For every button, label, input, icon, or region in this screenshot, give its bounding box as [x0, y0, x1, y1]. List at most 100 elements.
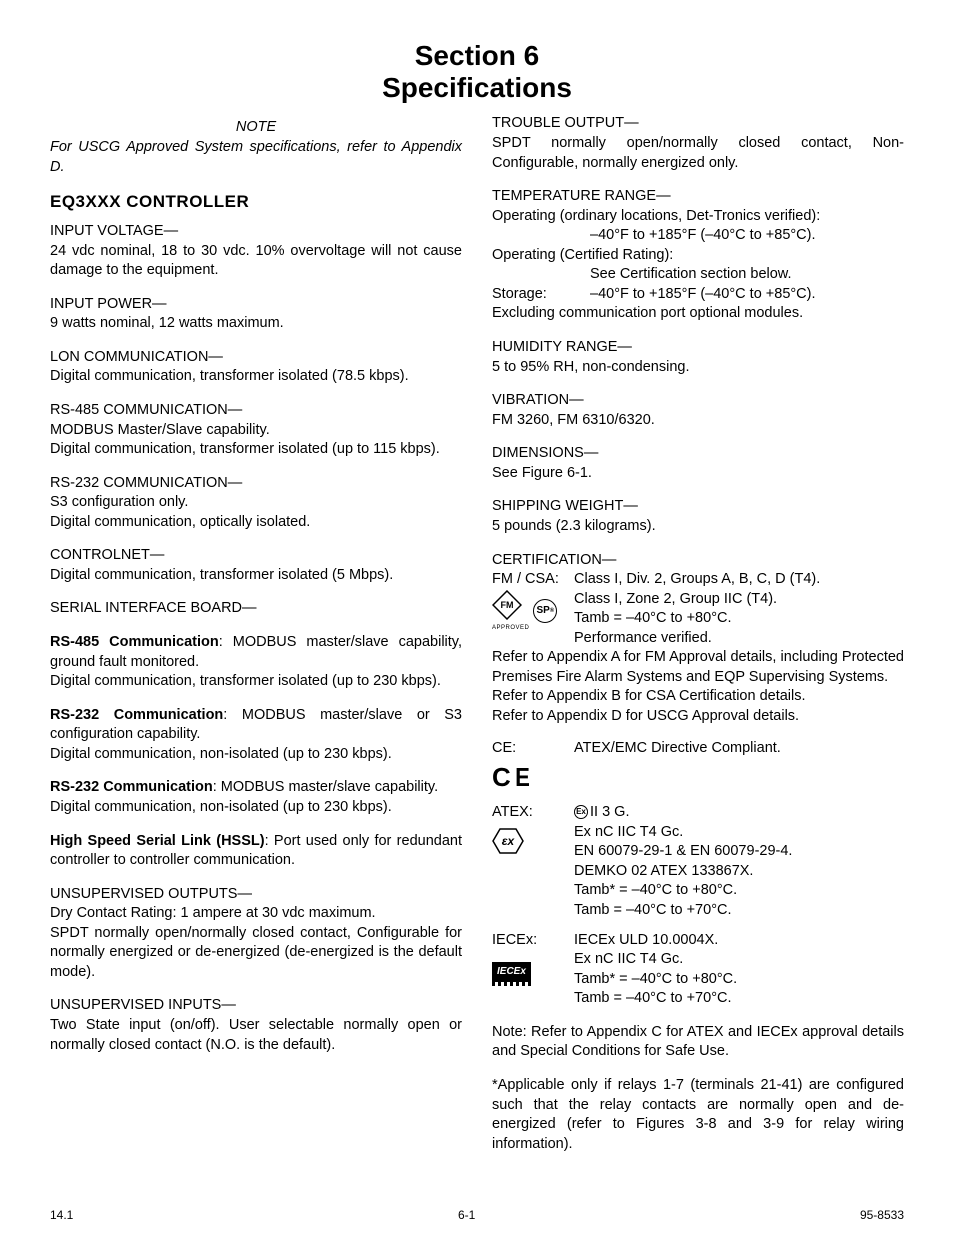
controller-heading: EQ3XXX CONTROLLER — [50, 191, 462, 214]
ex-icon: εx — [492, 827, 524, 855]
spec-title: CONTROLNET— — [50, 546, 462, 566]
line: DEMKO 02 ATEX 133867X. — [574, 862, 904, 882]
storage-val: –40°F to +185°F (–40°C to +85°C). — [590, 285, 816, 305]
spec-body: FM 3260, FM 6310/6320. — [492, 411, 904, 431]
cert-label: IECEx: IECEx — [492, 931, 566, 986]
line: Tamb = –40°C to +70°C. — [574, 989, 904, 1009]
section-title-line2: Specifications — [50, 72, 904, 104]
spec-body: –40°F to +185°F (–40°C to +85°C). — [590, 226, 904, 246]
note-label: NOTE — [50, 118, 462, 138]
line: Ex nC IIC T4 Gc. — [574, 950, 904, 970]
spec-body: RS-232 Communication: MODBUS master/slav… — [50, 706, 462, 745]
line: Tamb = –40°C to +70°C. — [574, 901, 904, 921]
section-title: Section 6 Specifications — [50, 40, 904, 104]
spec-body: Operating (Certified Rating): — [492, 246, 904, 266]
line: Tamb = –40°C to +80°C. — [574, 609, 904, 629]
svg-text:FM: FM — [501, 600, 514, 610]
spec-title: INPUT VOLTAGE— — [50, 222, 462, 242]
cert-iecex: IECEx: IECEx IECEx ULD 10.0004X. Ex nC I… — [492, 931, 904, 1009]
spec-title: LON COMMUNICATION— — [50, 348, 462, 368]
spec-body: 5 to 95% RH, non-condensing. — [492, 358, 904, 378]
spec-title: VIBRATION— — [492, 391, 904, 411]
spec-body: 9 watts nominal, 12 watts maximum. — [50, 314, 462, 334]
fm-icon: FM APPROVED — [492, 590, 529, 633]
spec-controlnet: CONTROLNET— Digital communication, trans… — [50, 546, 462, 585]
cert-icons: FM APPROVED SP® — [492, 590, 566, 633]
spec-title: TROUBLE OUTPUT— — [492, 114, 904, 134]
cert-val: Class I, Zone 2, Group IIC (T4). Tamb = … — [574, 590, 904, 649]
spec-temperature: TEMPERATURE RANGE— Operating (ordinary l… — [492, 187, 904, 324]
spec-body: Digital communication, transformer isola… — [50, 367, 462, 387]
label: RS-232 Communication — [50, 707, 223, 723]
left-column: NOTE For USCG Approved System specificat… — [50, 114, 462, 1168]
line: Tamb* = –40°C to +80°C. — [574, 970, 904, 990]
cert-label: CE: — [492, 739, 566, 759]
cert-fmcsa-icons: FM APPROVED SP® Class I, Zone 2, Group I… — [492, 590, 904, 649]
spec-unsupervised-inputs: UNSUPERVISED INPUTS— Two State input (on… — [50, 996, 462, 1055]
spec-title: SERIAL INTERFACE BOARD— — [50, 599, 462, 619]
spec-sib-rs232a: RS-232 Communication: MODBUS master/slav… — [50, 706, 462, 765]
sp-icon: SP® — [533, 599, 557, 623]
spec-body: SPDT normally open/normally closed conta… — [50, 924, 462, 983]
spec-unsupervised-outputs: UNSUPERVISED OUTPUTS— Dry Contact Rating… — [50, 885, 462, 983]
spec-title: RS-232 COMMUNICATION— — [50, 474, 462, 494]
spec-title: UNSUPERVISED OUTPUTS— — [50, 885, 462, 905]
spec-body: See Figure 6-1. — [492, 464, 904, 484]
cert-ref1: Refer to Appendix A for FM Approval deta… — [492, 648, 904, 687]
cert-val: IECEx ULD 10.0004X. Ex nC IIC T4 Gc. Tam… — [574, 931, 904, 1009]
cert-ref3: Refer to Appendix D for USCG Approval de… — [492, 707, 904, 727]
cert-val: ExII 3 G. Ex nC IIC T4 Gc. EN 60079-29-1… — [574, 803, 904, 920]
cert-label: ATEX: εx — [492, 803, 566, 859]
tail: : MODBUS master/slave capability. — [213, 779, 438, 795]
spec-humidity: HUMIDITY RANGE— 5 to 95% RH, non-condens… — [492, 338, 904, 377]
spec-hssl: High Speed Serial Link (HSSL): Port used… — [50, 832, 462, 871]
spec-input-power: INPUT POWER— 9 watts nominal, 12 watts m… — [50, 295, 462, 334]
spec-trouble: TROUBLE OUTPUT— SPDT normally open/norma… — [492, 114, 904, 173]
spec-title: RS-485 COMMUNICATION— — [50, 401, 462, 421]
spec-body: S3 configuration only. — [50, 493, 462, 513]
spec-title: TEMPERATURE RANGE— — [492, 187, 904, 207]
right-column: TROUBLE OUTPUT— SPDT normally open/norma… — [492, 114, 904, 1168]
spec-input-voltage: INPUT VOLTAGE— 24 vdc nominal, 18 to 30 … — [50, 222, 462, 281]
cert-ref2: Refer to Appendix B for CSA Certificatio… — [492, 687, 904, 707]
spec-body: See Certification section below. — [590, 265, 904, 285]
spec-dimensions: DIMENSIONS— See Figure 6-1. — [492, 444, 904, 483]
cert-label: FM / CSA: — [492, 570, 566, 590]
spec-lon: LON COMMUNICATION— Digital communication… — [50, 348, 462, 387]
spec-rs232: RS-232 COMMUNICATION— S3 configuration o… — [50, 474, 462, 533]
line: Class I, Zone 2, Group IIC (T4). — [574, 590, 904, 610]
spec-sib-rs232b: RS-232 Communication: MODBUS master/slav… — [50, 778, 462, 817]
spec-body: Digital communication, transformer isola… — [50, 440, 462, 460]
cert-asterisk: *Applicable only if relays 1-7 (terminal… — [492, 1076, 904, 1154]
footer-left: 14.1 — [50, 1208, 73, 1222]
page-footer: 14.1 6-1 95-8533 — [50, 1208, 904, 1222]
spec-body: Operating (ordinary locations, Det-Troni… — [492, 207, 904, 227]
note-text: For USCG Approved System specifications,… — [50, 138, 462, 177]
spec-title: UNSUPERVISED INPUTS— — [50, 996, 462, 1016]
line: ExII 3 G. — [574, 803, 904, 823]
line: Tamb* = –40°C to +80°C. — [574, 881, 904, 901]
spec-title: SHIPPING WEIGHT— — [492, 497, 904, 517]
spec-shipping: SHIPPING WEIGHT— 5 pounds (2.3 kilograms… — [492, 497, 904, 536]
cert-val: ATEX/EMC Directive Compliant. — [574, 739, 904, 759]
spec-body: RS-485 Communication: MODBUS master/slav… — [50, 633, 462, 672]
spec-body: RS-232 Communication: MODBUS master/slav… — [50, 778, 462, 798]
ce-icon: C E — [492, 760, 904, 795]
cert-atex: ATEX: εx ExII 3 G. Ex nC IIC T4 Gc. EN 6… — [492, 803, 904, 920]
line: Ex nC IIC T4 Gc. — [574, 823, 904, 843]
spec-certification: CERTIFICATION— FM / CSA: Class I, Div. 2… — [492, 551, 904, 1009]
spec-body: Digital communication, non-isolated (up … — [50, 798, 462, 818]
cert-val: Class I, Div. 2, Groups A, B, C, D (T4). — [574, 570, 904, 590]
iecex-icon: IECEx — [492, 962, 531, 982]
storage-label: Storage: — [492, 285, 590, 305]
approved-label: APPROVED — [492, 624, 529, 632]
line: IECEx ULD 10.0004X. — [574, 931, 904, 951]
spec-sib-rs485: RS-485 Communication: MODBUS master/slav… — [50, 633, 462, 692]
spec-body: 24 vdc nominal, 18 to 30 vdc. 10% overvo… — [50, 242, 462, 281]
content-columns: NOTE For USCG Approved System specificat… — [50, 114, 904, 1168]
spec-body: MODBUS Master/Slave capability. — [50, 421, 462, 441]
spec-body: Digital communication, transformer isola… — [50, 566, 462, 586]
footer-center: 6-1 — [458, 1208, 475, 1222]
spec-body: Digital communication, non-isolated (up … — [50, 745, 462, 765]
spec-body: Two State input (on/off). User selectabl… — [50, 1016, 462, 1055]
